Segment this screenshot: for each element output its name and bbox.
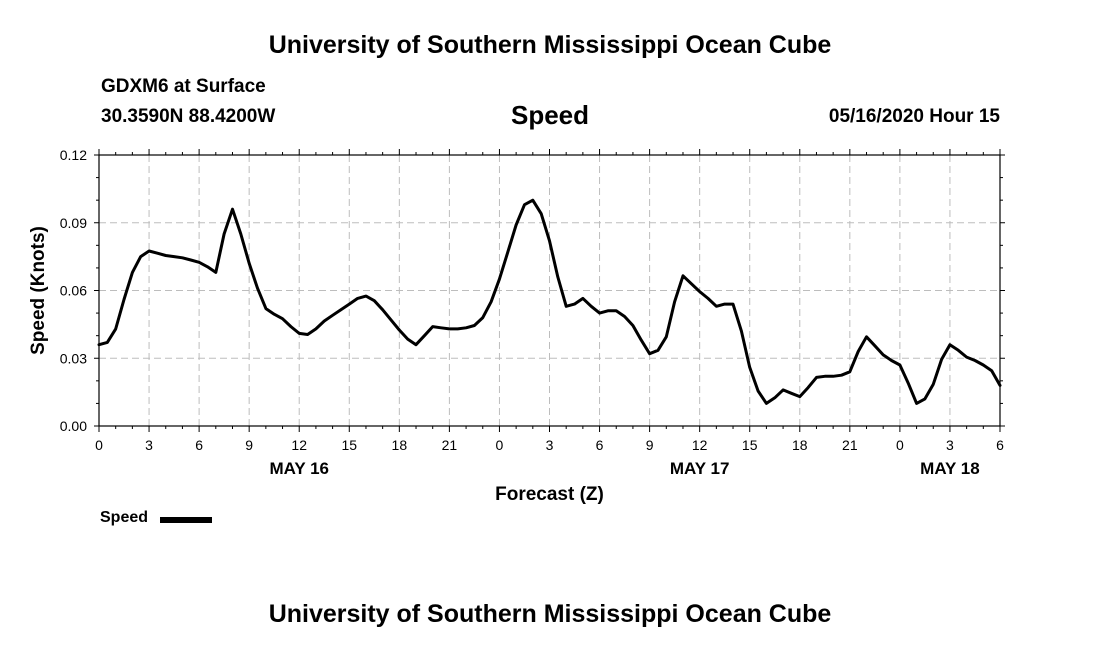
x-tick-label: 18 (392, 437, 408, 453)
speed-series-line (97, 198, 1002, 405)
x-tick-label: 0 (496, 437, 504, 453)
x-tick-label: 18 (792, 437, 808, 453)
plot-frame (98, 154, 1001, 427)
x-axis-label: Forecast (Z) (495, 484, 604, 505)
y-tick-label: 0.06 (60, 283, 87, 299)
date-label: MAY 17 (670, 459, 730, 478)
y-tick-label: 0.03 (60, 350, 87, 366)
x-tick-label: 0 (896, 437, 904, 453)
x-tick-label: 12 (291, 437, 307, 453)
series-layer (97, 198, 1002, 405)
x-tick-label: 3 (546, 437, 554, 453)
y-tick-label: 0.12 (60, 147, 87, 163)
grid-lines (99, 155, 1000, 426)
date-label: MAY 18 (920, 459, 980, 478)
date-label: MAY 16 (269, 459, 329, 478)
chart-title: Speed (510, 100, 590, 130)
x-tick-label: 3 (145, 437, 153, 453)
x-tick-label: 9 (245, 437, 253, 453)
x-tick-label: 15 (742, 437, 758, 453)
forecast-datetime: 05/16/2020 Hour 15 (828, 106, 1000, 127)
y-tick-label: 0.00 (60, 418, 87, 434)
station-label: GDXM6 at Surface (101, 76, 266, 97)
x-tick-label: 0 (95, 437, 103, 453)
x-tick-label: 3 (946, 437, 954, 453)
x-tick-label: 6 (195, 437, 203, 453)
legend-swatch (160, 517, 212, 523)
x-tick-label: 6 (996, 437, 1004, 453)
x-tick-label: 21 (842, 437, 858, 453)
y-tick-label: 0.09 (60, 215, 87, 231)
x-tick-label: 21 (442, 437, 458, 453)
coordinates-label: 30.3590N 88.4200W (101, 106, 276, 127)
legend-label: Speed (100, 509, 149, 526)
bottom-title: University of Southern Mississippi Ocean… (268, 600, 832, 628)
x-tick-label: 12 (692, 437, 708, 453)
tick-labels: 0.00 0.03 0.06 0.09 0.12 0 3 6 9 12 15 18 21 0 3 6 9 12 15… (60, 147, 1004, 478)
x-tick-label: 9 (646, 437, 654, 453)
x-tick-label: 6 (596, 437, 604, 453)
x-tick-label: 15 (341, 437, 357, 453)
top-title: University of Southern Mississippi Ocean… (268, 31, 832, 59)
y-axis-label: Speed (Knots) (28, 226, 49, 355)
